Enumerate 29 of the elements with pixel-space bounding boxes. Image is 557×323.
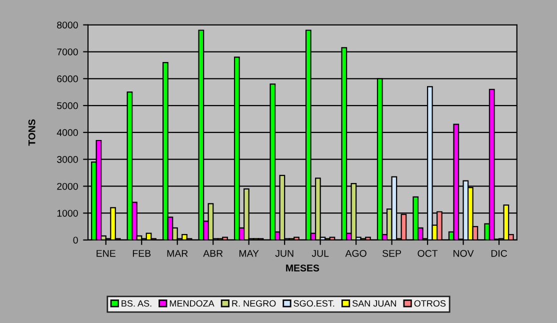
legend-label: OTROS [414, 300, 446, 307]
x-axis-title: MESES [286, 264, 320, 272]
y-tick-label: 2000 [57, 182, 78, 190]
y-tick-label: 7000 [57, 48, 78, 56]
x-tick-label: NOV [454, 250, 474, 257]
y-axis-title: TONS [28, 119, 36, 146]
legend-label: SAN JUAN [352, 300, 396, 307]
x-tick-label: FEB [132, 250, 151, 257]
y-tick-label: 1000 [57, 210, 78, 217]
y-tick-label: 0 [73, 236, 78, 244]
x-tick-label: ABR [203, 250, 223, 257]
legend-label: SGO.EST. [294, 300, 334, 307]
y-tick-label: 4000 [56, 129, 78, 136]
x-tick-label: DIC [491, 250, 508, 257]
x-tick-label: MAY [239, 250, 259, 257]
x-tick-label: AGO [345, 250, 366, 257]
legend-label: MENDOZA [170, 300, 214, 307]
y-tick-label: 8000 [57, 22, 78, 28]
legend-label: BS. AS. [122, 300, 152, 307]
y-tick-label: 6000 [57, 75, 78, 82]
x-tick-label: JUL [312, 250, 329, 257]
legend-label: R. NEGRO [232, 300, 276, 307]
y-tick-label: 5000 [57, 102, 78, 110]
x-tick-label: SEP [382, 250, 402, 257]
x-tick-label: ENE [96, 250, 116, 257]
x-tick-label: OCT [418, 250, 438, 257]
y-tick-label: 3000 [57, 156, 78, 163]
x-tick-label: JUN [275, 250, 294, 257]
x-tick-label: MAR [167, 250, 188, 257]
